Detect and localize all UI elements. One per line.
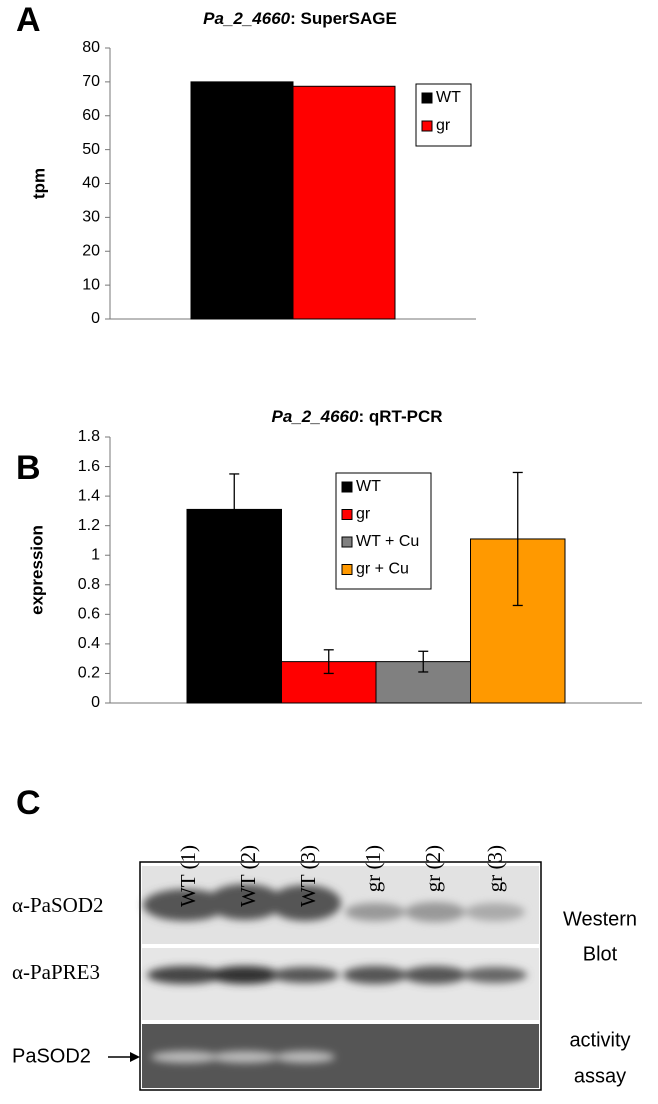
y-tick-label: 80 [82,39,100,56]
panel-label: C [16,784,41,822]
lane-label: WT (1) [176,845,200,907]
legend-swatch [341,509,353,520]
legend-label: gr [436,117,451,134]
blot-frame [139,861,542,1091]
y-tick-label: 0.4 [78,635,100,652]
y-tick-label: 1.8 [78,428,100,445]
title-gene: Pa_2_4660 [271,407,359,426]
error-bar [229,473,240,546]
side-label: Blot [583,943,618,965]
y-tick-label: 20 [82,242,100,259]
lane-label: gr (1) [361,845,385,892]
error-bar [323,649,334,675]
legend-label: gr [356,506,371,523]
y-tick-label: 50 [82,141,100,158]
y-tick-label: 0 [91,694,100,711]
row-label: PaSOD2 [12,1045,91,1067]
y-tick-label: 40 [82,175,100,192]
lane-label: gr (2) [421,845,445,892]
legend-label: WT + Cu [356,533,419,550]
side-label: activity [569,1029,630,1051]
side-label: Western [563,908,637,930]
bar [292,85,396,320]
y-tick-label: 70 [82,73,100,90]
y-tick-label: 30 [82,209,100,226]
legend-swatch [341,536,353,548]
title-gene: Pa_2_4660 [203,9,291,28]
bar [190,81,294,320]
legend-swatch [341,481,353,493]
y-axis-label: tpm [29,168,48,199]
y-tick-label: 1.4 [78,487,100,504]
legend-swatch [421,92,433,104]
title-text: : qRT-PCR [358,407,442,426]
lane-label: gr (3) [483,845,507,892]
side-label: assay [574,1065,626,1087]
legend-label: WT [436,89,461,106]
panel-label: A [16,1,41,39]
legend-swatch [341,564,353,575]
y-tick-label: 0 [91,310,100,327]
legend-swatch [421,120,433,132]
y-tick-label: 1.2 [78,517,100,534]
lane-label: WT (2) [236,845,260,907]
lane-label: WT (3) [296,845,320,907]
chart-title: Pa_2_4660: qRT-PCR [271,407,442,426]
error-bar [418,650,429,673]
y-tick-label: 10 [82,276,100,293]
error-bar [512,471,523,607]
y-tick-label: 1 [91,546,100,563]
legend-label: WT [356,478,381,495]
y-tick-label: 0.6 [78,606,100,623]
row-label: α-PaPRE3 [12,960,100,984]
row-label: α-PaSOD2 [12,893,104,917]
y-tick-label: 0.2 [78,665,100,682]
title-text: : SuperSAGE [290,9,397,28]
legend-label: gr + Cu [356,561,409,578]
arrow-head [130,1052,140,1062]
y-axis-label: expression [27,525,46,615]
chart-title: Pa_2_4660: SuperSAGE [203,9,397,28]
y-tick-label: 1.6 [78,458,100,475]
panel-label: B [16,449,41,487]
y-tick-label: 0.8 [78,576,100,593]
y-tick-label: 60 [82,107,100,124]
